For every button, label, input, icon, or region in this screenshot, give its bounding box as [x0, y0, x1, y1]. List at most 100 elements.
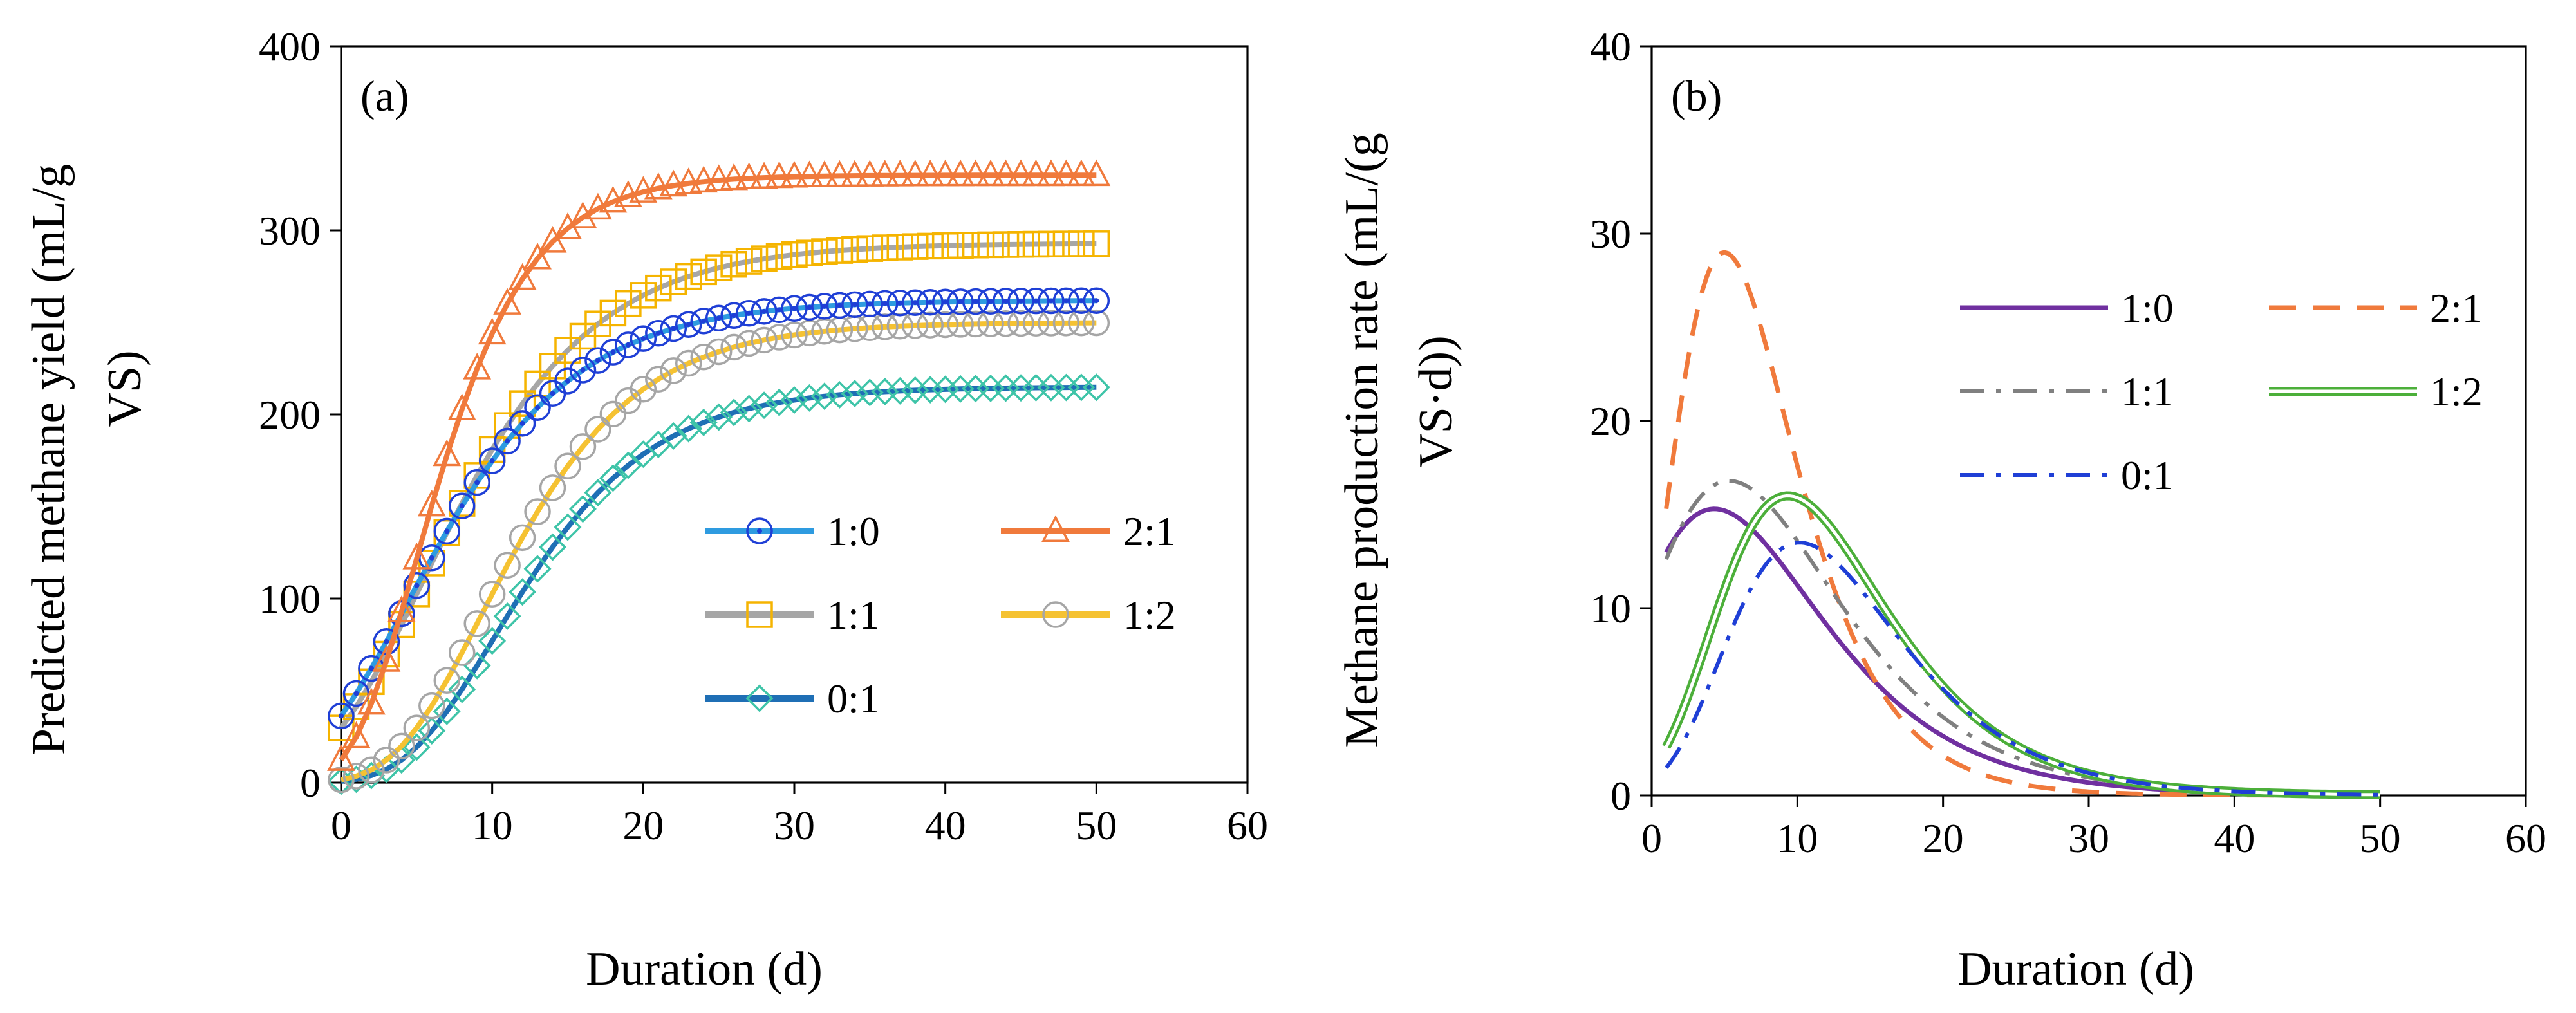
a-x-tick-label: 40: [925, 803, 966, 848]
data-point: [886, 290, 914, 317]
data-point: [705, 304, 733, 331]
data-point: [433, 667, 461, 694]
data-point: [931, 288, 959, 316]
data-point: [493, 288, 522, 315]
data-point: [524, 498, 551, 525]
legend-label: 2:1: [1123, 508, 1176, 554]
data-point: [917, 311, 944, 339]
data-point-center: [761, 308, 767, 314]
a-x-tick-label: 60: [1227, 803, 1268, 848]
data-point-center: [565, 378, 570, 384]
panel-b-series: [1662, 250, 2380, 799]
data-point: [675, 263, 702, 290]
data-point: [1083, 230, 1110, 257]
data-point: [871, 378, 899, 405]
data-point-center: [882, 301, 888, 306]
legend-label: 2:1: [2430, 285, 2483, 331]
data-point-center: [640, 336, 646, 342]
data-point: [872, 234, 899, 261]
legend-label: 1:1: [827, 592, 880, 638]
data-point: [901, 376, 929, 404]
panel-a-label: (a): [360, 71, 409, 120]
data-point: [765, 296, 793, 324]
data-point: [720, 333, 747, 361]
data-point: [1038, 287, 1065, 315]
data-point: [342, 763, 370, 790]
data-point: [448, 492, 476, 519]
data-point-center: [595, 358, 601, 364]
data-point: [751, 326, 778, 354]
data-point: [659, 422, 687, 450]
data-point: [509, 410, 536, 437]
data-point: [977, 288, 1004, 315]
data-point-center: [535, 405, 541, 411]
data-point-center: [610, 349, 616, 355]
data-point: [781, 241, 808, 268]
data-point-center: [1003, 299, 1009, 304]
data-point: [796, 239, 823, 266]
series-line-2-1: [339, 172, 1097, 762]
data-point: [539, 533, 567, 561]
data-point: [811, 238, 838, 265]
data-point: [523, 555, 552, 583]
data-point-center: [988, 299, 994, 304]
a-x-tick-label: 50: [1076, 803, 1117, 848]
data-point: [901, 289, 929, 316]
data-point: [977, 310, 1004, 337]
data-point: [1052, 287, 1080, 315]
data-point: [1007, 310, 1034, 337]
data-point: [1052, 159, 1081, 187]
data-point: [659, 169, 688, 197]
data-point: [705, 338, 733, 366]
data-point: [358, 756, 385, 784]
data-point: [825, 380, 854, 409]
data-point-center: [1094, 298, 1099, 304]
data-point: [1007, 159, 1035, 187]
data-point: [675, 311, 702, 338]
data-point: [403, 714, 431, 741]
data-point: [554, 452, 581, 479]
data-point: [689, 408, 718, 436]
data-point: [750, 391, 778, 420]
data-point: [1038, 230, 1065, 258]
panel-b-ticks: 0 10 20 30 40 50 60 0 10 20 30 40: [1590, 24, 2546, 861]
data-point: [780, 160, 808, 188]
b-x-tick-label: 0: [1641, 815, 1662, 861]
data-point: [901, 312, 929, 339]
data-point: [704, 164, 733, 192]
data-point: [584, 416, 611, 443]
data-point: [584, 310, 611, 337]
legend-marker: [1041, 515, 1070, 542]
data-point: [886, 234, 914, 261]
data-point: [826, 292, 854, 319]
panel-a: 0 10 20 30 40 50 60 0 100 200 300 400 (a) Duration …: [23, 24, 1268, 996]
legend-label: 1:2: [2430, 369, 2483, 414]
data-point: [720, 163, 749, 191]
series-1-2: [328, 309, 1110, 794]
data-point: [947, 311, 974, 338]
rate-series-2-1: [1664, 250, 2380, 798]
data-point: [689, 165, 718, 193]
data-point-center: [580, 367, 586, 373]
data-point: [494, 552, 521, 579]
legend-label: 1:1: [2121, 369, 2174, 414]
data-point-center: [942, 299, 948, 305]
data-point: [418, 692, 445, 720]
data-point: [357, 687, 386, 715]
data-point: [931, 159, 960, 187]
data-point: [781, 295, 808, 322]
data-point: [947, 288, 974, 315]
rate-line-0-1: [1665, 541, 2380, 797]
data-point: [931, 311, 959, 339]
data-point: [599, 299, 627, 327]
data-point: [508, 263, 537, 290]
data-point: [750, 162, 778, 189]
series-line-0-1: [341, 384, 1097, 784]
data-point-center: [701, 318, 707, 324]
data-point: [433, 517, 461, 545]
b-x-tick-label: 10: [1777, 815, 1818, 861]
rate-series-1-2: [1662, 491, 2380, 799]
data-point: [735, 330, 763, 357]
data-point: [568, 495, 597, 523]
